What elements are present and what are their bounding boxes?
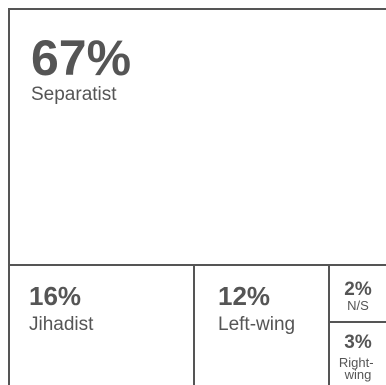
ns-percent: 2%	[344, 279, 372, 300]
cell-ns	[328, 264, 386, 323]
right-wing-label: Right- wing	[339, 355, 377, 382]
right-wing-percent: 3%	[344, 332, 372, 353]
right-wing-label-line1: Right-	[339, 355, 374, 370]
jihadist-label: Jihadist	[29, 314, 94, 335]
cell-left-wing	[193, 264, 330, 385]
cell-separatist	[8, 8, 386, 266]
jihadist-percent: 16%	[29, 281, 81, 311]
cell-right-wing	[328, 321, 386, 385]
cell-jihadist	[8, 264, 195, 385]
separatist-label: Separatist	[31, 84, 117, 105]
right-wing-label-line2: wing	[344, 367, 372, 382]
left-wing-percent: 12%	[218, 281, 270, 311]
ns-label: N/S	[347, 298, 369, 313]
separatist-percent: 67%	[31, 30, 131, 86]
left-wing-label: Left-wing	[218, 314, 295, 335]
